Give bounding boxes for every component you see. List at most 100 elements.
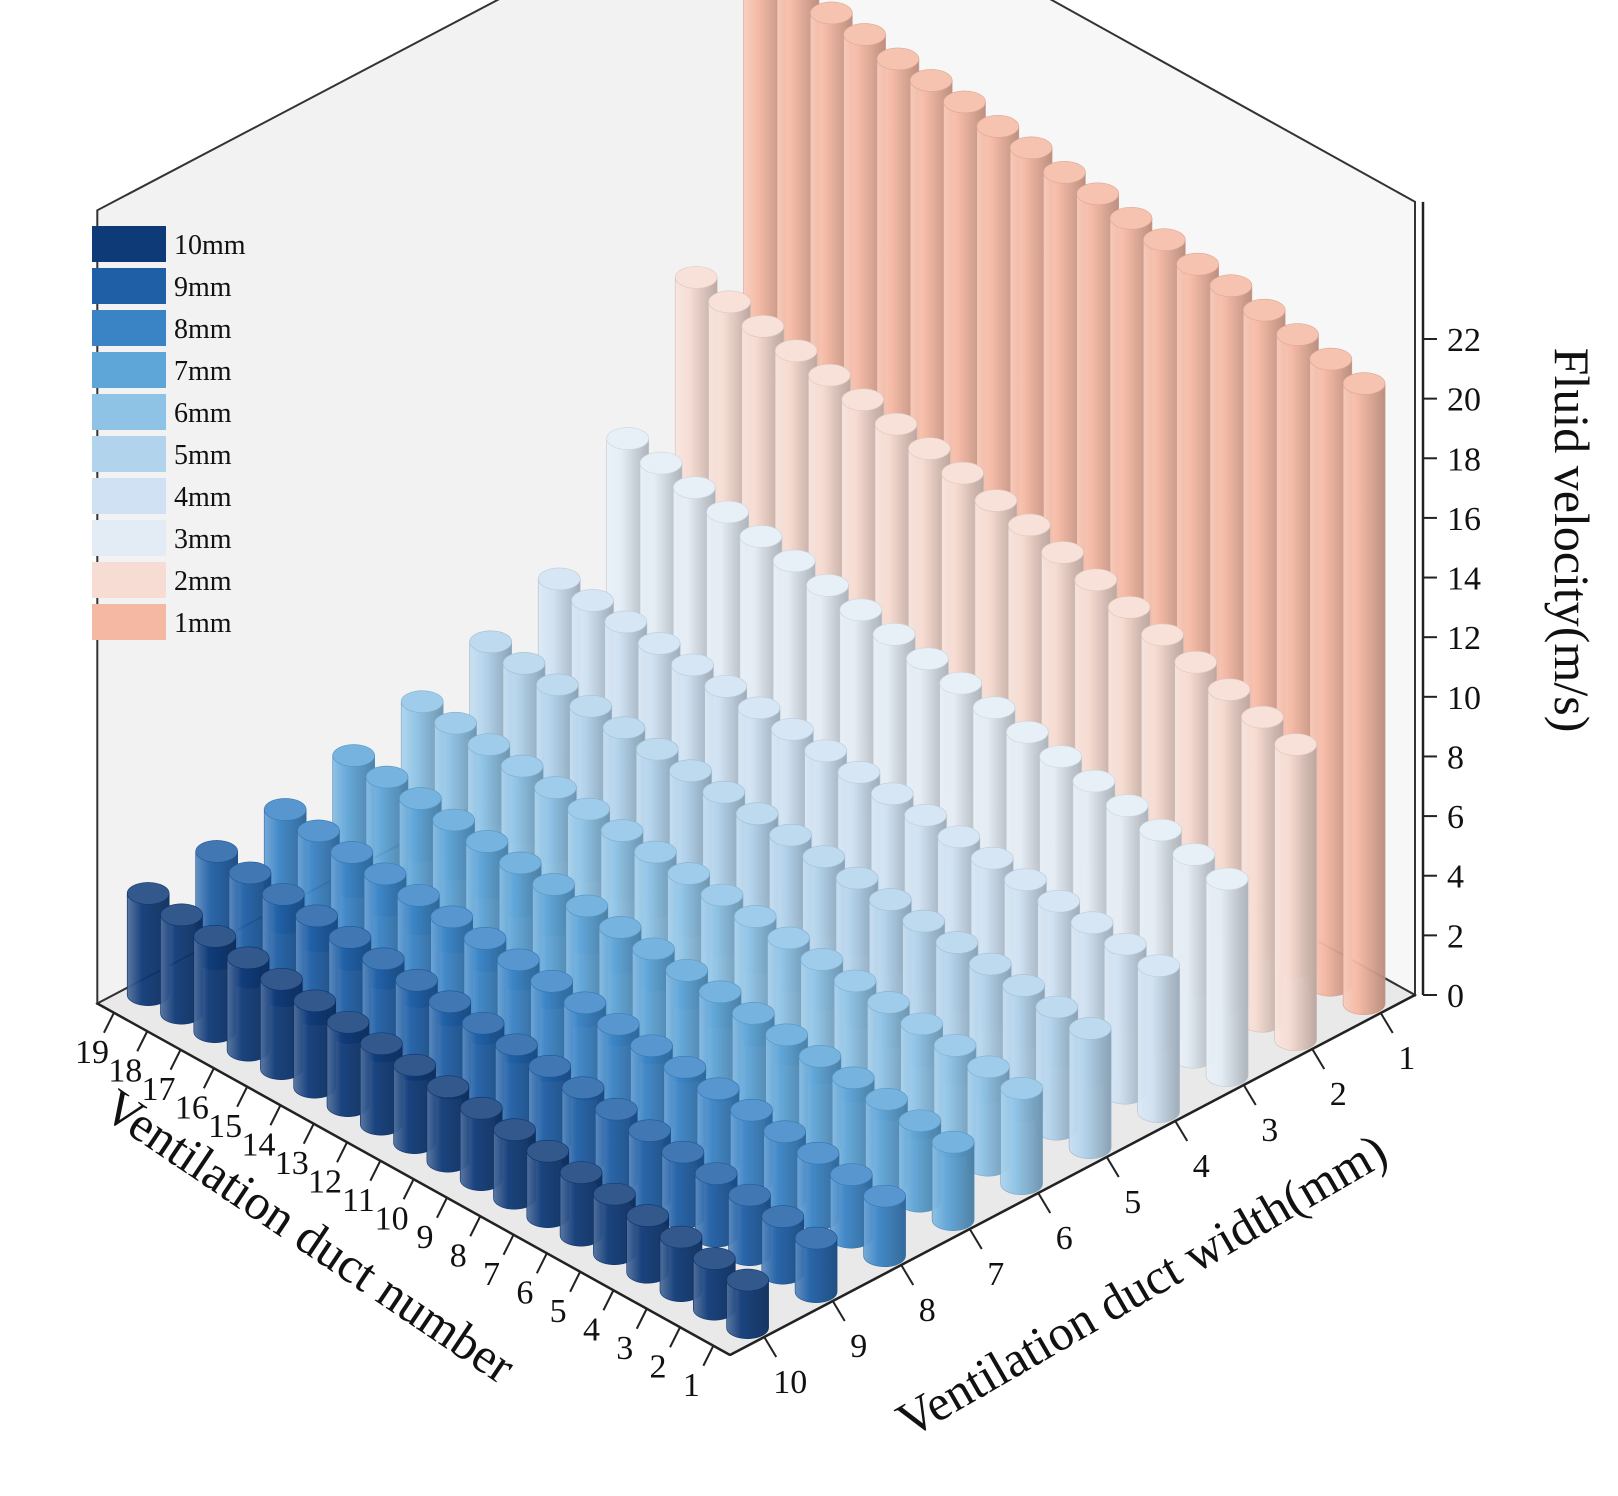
legend-label: 8mm	[174, 314, 232, 345]
bar-8mm-duct-8	[630, 1034, 673, 1138]
x-tick-label: 11	[342, 1182, 375, 1219]
y-tick-label: 8	[919, 1292, 936, 1329]
z-tick-label: 10	[1447, 680, 1481, 717]
legend-label: 10mm	[174, 230, 246, 261]
bar-10mm-duct-5	[593, 1182, 636, 1266]
y-tick-label: 1	[1398, 1040, 1415, 1077]
bar-10mm-duct-8	[493, 1118, 536, 1210]
bar-10mm-duct-14	[293, 989, 337, 1099]
legend-label: 4mm	[174, 482, 232, 513]
bar-9mm-duct-10	[495, 1033, 538, 1137]
legend-swatch	[92, 604, 166, 640]
bar-5mm-duct-2	[1035, 995, 1079, 1141]
z-axis-title: Fluid velocity(m/s)	[1544, 348, 1600, 733]
y-tick-mark	[763, 1336, 778, 1358]
x-tick-mark	[702, 1345, 715, 1367]
legend-item-9mm: 9mm	[92, 268, 232, 304]
legend-swatch	[92, 268, 166, 304]
y-tick-mark	[1379, 1012, 1394, 1034]
bar-8mm-duct-10	[563, 991, 607, 1101]
legend-swatch	[92, 562, 166, 598]
legend-swatch	[92, 394, 166, 430]
x-tick-mark	[436, 1197, 448, 1219]
bar-10mm-duct-16	[226, 946, 270, 1062]
x-tick-label: 18	[108, 1052, 142, 1089]
y-tick-mark	[1037, 1192, 1052, 1214]
x-tick-mark	[569, 1271, 582, 1293]
bar-7mm-duct-7	[731, 1002, 775, 1121]
bar-9mm-duct-4	[694, 1162, 738, 1248]
bar-4mm-duct-1	[1137, 954, 1180, 1124]
bar-3mm-duct-1	[1205, 867, 1249, 1088]
bar-10mm-duct-7	[526, 1139, 570, 1229]
bar-9mm-duct-3	[728, 1183, 771, 1267]
x-tick-label: 6	[516, 1274, 533, 1311]
z-tick-label: 14	[1447, 561, 1481, 598]
bars-group	[126, 0, 1386, 1340]
bar-10mm-duct-17	[193, 925, 237, 1044]
y-tick-label: 7	[987, 1256, 1004, 1293]
x-tick-mark	[402, 1178, 415, 1200]
y-tick-mark	[1174, 1120, 1189, 1142]
legend: 10mm 9mm 8mm 7mm 6mm 5mm 4mm 3mm 2mm 1mm	[92, 226, 246, 640]
legend-item-5mm: 5mm	[92, 436, 232, 472]
bar-8mm-duct-2	[829, 1163, 873, 1249]
bar-10mm-duct-6	[559, 1161, 603, 1247]
legend-swatch	[92, 310, 166, 346]
x-tick-label: 9	[416, 1219, 433, 1256]
y-tick-label: 4	[1193, 1148, 1210, 1185]
x-tick-mark	[169, 1049, 182, 1071]
legend-item-3mm: 3mm	[92, 520, 232, 556]
bar-9mm-duct-7	[594, 1097, 638, 1193]
x-tick-label: 10	[375, 1200, 409, 1237]
z-tick-label: 8	[1447, 739, 1464, 776]
bar-8mm-duct-1	[863, 1184, 906, 1268]
z-tick-label: 0	[1447, 978, 1464, 1015]
bar-10mm-duct-2	[692, 1247, 736, 1321]
x-tick-mark	[269, 1104, 282, 1126]
x-tick-mark	[202, 1067, 215, 1089]
x-tick-label: 2	[650, 1348, 667, 1385]
x-tick-mark	[302, 1123, 315, 1145]
y-tick-mark	[968, 1228, 983, 1250]
legend-swatch	[92, 226, 166, 262]
bar-3mm-duct-2	[1172, 843, 1216, 1069]
legend-swatch	[92, 478, 166, 514]
bar-10mm-duct-10	[426, 1075, 470, 1173]
x-tick-label: 19	[75, 1034, 109, 1071]
z-tick-label: 18	[1447, 441, 1481, 478]
legend-label: 3mm	[174, 524, 232, 555]
legend-label: 9mm	[174, 272, 232, 303]
x-tick-mark	[236, 1086, 249, 1108]
legend-swatch	[92, 436, 166, 472]
legend-item-1mm: 1mm	[92, 604, 232, 640]
x-tick-mark	[602, 1289, 615, 1311]
x-tick-label: 5	[550, 1293, 567, 1330]
x-tick-label: 15	[208, 1108, 242, 1145]
legend-label: 5mm	[174, 440, 232, 471]
y-tick-label: 3	[1261, 1112, 1278, 1149]
legend-swatch	[92, 352, 166, 388]
legend-item-2mm: 2mm	[92, 562, 232, 598]
legend-item-7mm: 7mm	[92, 352, 232, 388]
x-tick-mark	[635, 1308, 648, 1330]
bar-9mm-duct-5	[661, 1140, 705, 1230]
z-tick-label: 12	[1447, 620, 1481, 657]
legend-item-4mm: 4mm	[92, 478, 232, 514]
bar-10mm-duct-4	[626, 1204, 670, 1284]
y-tick-label: 9	[850, 1328, 867, 1365]
x-tick-mark	[369, 1160, 382, 1182]
z-tick-label: 20	[1447, 382, 1481, 419]
x-tick-mark	[103, 1012, 115, 1034]
bar-9mm-duct-2	[761, 1205, 805, 1285]
legend-label: 7mm	[174, 356, 232, 387]
bar-10mm-duct-13	[326, 1010, 370, 1118]
z-tick-label: 16	[1447, 501, 1481, 538]
x-tick-label: 16	[175, 1089, 209, 1126]
bar-10mm-duct-19	[126, 882, 170, 1007]
bar-7mm-duct-1	[931, 1130, 975, 1232]
bar-9mm-duct-1	[794, 1226, 838, 1304]
y-tick-mark	[831, 1300, 846, 1322]
